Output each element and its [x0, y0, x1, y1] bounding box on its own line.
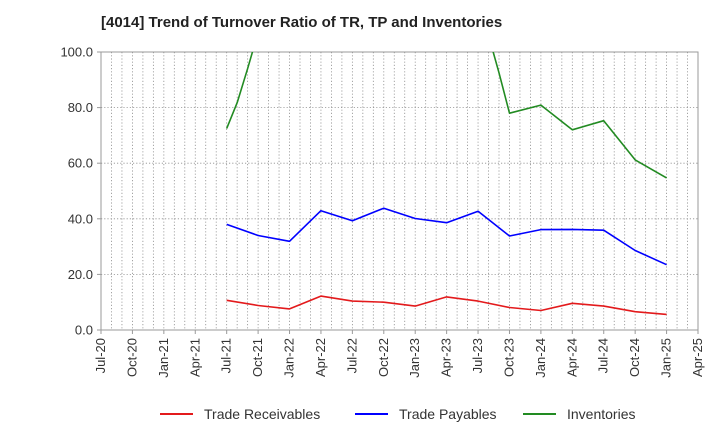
x-tick-label: Jul-20 [93, 338, 108, 373]
x-tick-label: Oct-24 [627, 338, 642, 377]
trade-payables-legend-label: Trade Payables [399, 406, 497, 422]
x-tick-label: Apr-23 [439, 338, 454, 377]
trade-receivables-line [226, 295, 667, 316]
inventories-line [225, 52, 667, 179]
y-tick-label: 40.0 [68, 211, 93, 226]
chart-title: [4014] Trend of Turnover Ratio of TR, TP… [101, 14, 503, 31]
x-tick-label: Apr-24 [564, 338, 579, 377]
x-tick-label: Jul-22 [344, 338, 359, 373]
y-tick-label: 0.0 [75, 323, 93, 338]
x-tick-label: Jan-21 [156, 338, 171, 378]
x-tick-label: Apr-25 [690, 338, 705, 377]
x-tick-label: Jan-23 [407, 338, 422, 378]
x-tick-label: Oct-20 [124, 338, 139, 377]
y-tick-label: 100.0 [60, 45, 93, 60]
trade-receivables-legend-label: Trade Receivables [204, 406, 320, 422]
y-tick-label: 60.0 [68, 156, 93, 171]
plot-area [100, 51, 699, 331]
x-tick-label: Apr-21 [187, 338, 202, 377]
inventories-legend-label: Inventories [567, 406, 635, 422]
x-tick-label: Jul-21 [219, 338, 234, 373]
x-tick-label: Oct-22 [376, 338, 391, 377]
x-tick-label: Jul-23 [470, 338, 485, 373]
x-tick-label: Oct-23 [501, 338, 516, 377]
trade-payables-line [226, 207, 667, 266]
x-tick-label: Jul-24 [596, 338, 611, 373]
x-tick-label: Jan-22 [282, 338, 297, 378]
y-tick-label: 80.0 [68, 100, 93, 115]
x-tick-label: Oct-21 [250, 338, 265, 377]
x-tick-label: Apr-22 [313, 338, 328, 377]
x-tick-label: Jan-25 [659, 338, 674, 378]
y-tick-label: 20.0 [68, 267, 93, 282]
x-tick-label: Jan-24 [533, 338, 548, 378]
